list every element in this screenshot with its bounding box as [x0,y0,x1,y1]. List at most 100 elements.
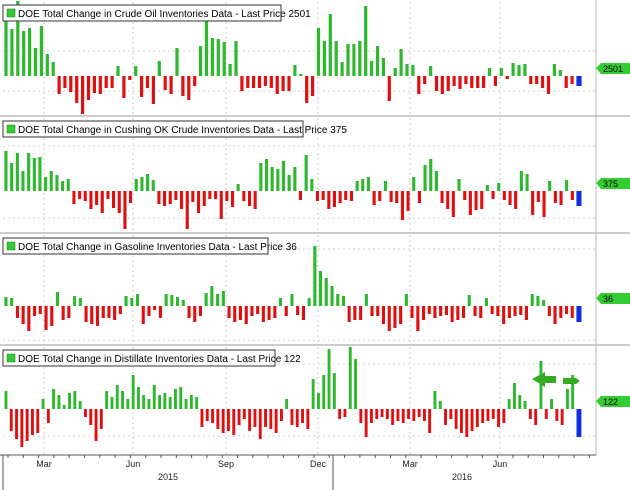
bar [548,181,552,191]
bar [387,76,391,101]
bar [216,39,220,76]
bar [110,397,114,409]
bar [44,306,48,330]
bar [558,70,562,76]
bar [38,157,42,191]
bar [22,31,26,76]
bar [163,191,167,206]
bar [200,409,204,427]
bar [158,395,161,409]
bar [25,409,29,441]
bar [84,306,88,322]
bar [216,409,220,429]
bar [352,44,356,76]
bar [306,409,310,429]
bar [429,159,433,191]
bar [353,306,357,320]
arrow-left-icon [532,372,556,387]
bar [364,6,368,76]
bar [570,306,574,318]
bar [451,191,455,217]
bar [100,191,104,213]
bar [175,48,179,76]
x-tick-label: Mar [36,459,52,469]
bar [128,76,132,80]
panel-title: DOE Total Change in Gasoline Inventories… [18,242,297,253]
bar [463,191,467,200]
bar [270,167,274,191]
bar [27,153,31,191]
bar [370,306,374,316]
bar [78,191,82,199]
bar [347,306,351,322]
bar [21,306,25,324]
bar [517,65,521,76]
bar [372,191,376,205]
panel-title-box [2,237,269,255]
bar [541,76,545,88]
bar [10,29,14,76]
bar [15,409,18,439]
bar [281,161,285,191]
bar [553,191,557,203]
bar [225,191,229,201]
bar [528,409,532,419]
bar [370,409,373,423]
bar [319,271,323,306]
bar [346,44,350,76]
bar [412,177,416,191]
bar [227,409,230,431]
year-label: 2016 [452,472,472,482]
bar [151,180,155,191]
bar [269,409,273,429]
bar [89,409,93,425]
bar [315,191,319,201]
bar [61,181,65,191]
legend-swatch [6,8,16,18]
bar [381,306,385,324]
bar [505,76,509,79]
bar [146,174,150,191]
bar [293,167,297,191]
bar [57,395,61,409]
bar [311,76,315,96]
bar [16,1,20,76]
bar [375,409,379,419]
bar [216,294,220,306]
bar [429,66,433,76]
bar [94,409,98,441]
bar [310,179,314,191]
bar [474,191,478,210]
bar [354,359,357,409]
bar [214,191,218,199]
bar [290,294,294,306]
bar [417,76,421,94]
bar [513,383,516,409]
bar [45,54,49,76]
bar [55,175,59,191]
bar [123,191,127,229]
last-price-tag [596,293,630,304]
bar [473,306,477,316]
bar [485,185,489,191]
bar [199,46,203,76]
bar [484,298,488,306]
bar [416,306,420,331]
bar [121,391,124,409]
last-price-label: 122 [603,397,618,407]
bar [185,191,189,229]
bar [191,191,195,202]
x-tick-label: Jun [493,459,508,469]
bar [69,76,73,92]
bar [508,191,512,205]
x-tick-label: Mar [402,459,418,469]
bar [536,191,540,202]
bar [511,63,515,76]
bar [428,409,432,433]
bar [98,76,102,94]
bar [482,76,486,88]
bar [502,409,506,423]
bar [546,76,551,94]
bar [232,409,236,435]
bar [248,409,252,431]
